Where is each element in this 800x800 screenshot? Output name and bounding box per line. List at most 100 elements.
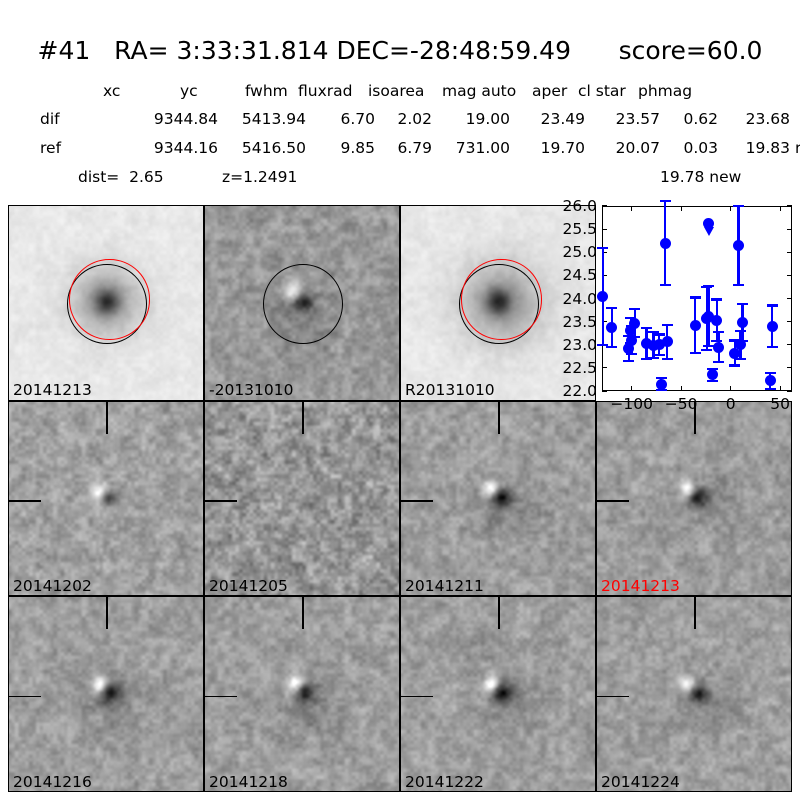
data-point[interactable]: [737, 317, 749, 329]
data-point[interactable]: [764, 375, 776, 387]
cutout-panel: 20141222: [400, 596, 596, 792]
page-title: #41 RA= 3:33:31.814 DEC=-28:48:59.49 sco…: [37, 36, 763, 65]
data-point[interactable]: [629, 317, 641, 329]
data-point[interactable]: [661, 336, 673, 348]
crosshair-tick-horizontal: [597, 499, 630, 502]
data-point[interactable]: [641, 337, 653, 349]
cutout-date-label: 20141224: [601, 772, 680, 791]
table-cell: 19.00: [465, 110, 510, 128]
data-point[interactable]: [626, 334, 638, 346]
aperture-circle-red: [461, 259, 542, 340]
y-axis-tick-label: 22.5: [562, 358, 597, 377]
cutout-date-label: 20141213: [601, 576, 680, 595]
cutout-panel: 20141216: [8, 596, 204, 792]
data-point[interactable]: [655, 378, 667, 390]
errorbar-cap: [629, 308, 641, 311]
table-column-header: phmag: [638, 82, 693, 100]
errorbar-cap: [766, 345, 778, 349]
cutout-date-label: R20131010: [405, 381, 495, 400]
errorbar-cap: [597, 246, 609, 249]
errorbar-cap: [729, 339, 741, 342]
crosshair-tick-vertical: [302, 401, 304, 434]
crosshair-tick-horizontal: [205, 499, 238, 502]
errorbar-cap: [711, 298, 723, 301]
table-cell: 19.83: [745, 139, 790, 157]
errorbar-cap: [733, 204, 745, 208]
errorbar-cap: [703, 345, 715, 348]
y-axis-tick: [602, 321, 607, 323]
cutout-date-label: 20141202: [13, 576, 92, 595]
data-point[interactable]: [647, 339, 659, 351]
light-curve-plot: 22.0 22.5 23.0 23.5 24.0 24.5 25.0 25.5 26.0 −100…: [562, 197, 792, 413]
table-column-header: cl star: [578, 82, 626, 100]
cutout-image: [597, 401, 791, 596]
table-cell: 6.79: [397, 139, 432, 157]
data-point[interactable]: [713, 341, 725, 353]
table-cell: 731.00: [455, 139, 510, 157]
table-header-row: xc yc fwhm fluxrad isoarea mag auto aper cl sta…: [0, 82, 800, 104]
y-axis-tick-label: 23.5: [562, 312, 597, 331]
y-axis-tick-label: 23.0: [562, 335, 597, 354]
cutout-image: [9, 597, 203, 791]
data-point[interactable]: [703, 310, 715, 322]
x-axis-tick: [680, 386, 682, 391]
data-point[interactable]: [653, 339, 665, 351]
aperture-circle-black: [262, 263, 344, 344]
data-point[interactable]: [659, 237, 671, 249]
x-axis-tick: [779, 386, 781, 391]
aperture-circle-red: [69, 259, 150, 340]
table-row-label: ref: [40, 139, 62, 157]
table-cell: 20.07: [615, 139, 660, 157]
table-cell: 5413.94: [241, 110, 306, 128]
errorbar-cap: [641, 357, 653, 360]
table-cell: 19.70: [540, 139, 585, 157]
table-row: ref 9344.16 5416.50 9.85 6.79 731.00 19.70 20.0…: [0, 139, 800, 161]
y-axis-tick: [602, 367, 607, 369]
y-axis-tick-right: [787, 228, 792, 230]
table-column-header: fwhm: [245, 82, 288, 100]
table-cell: 0.62: [683, 110, 718, 128]
data-point[interactable]: [623, 342, 635, 354]
data-point[interactable]: [707, 369, 719, 381]
crosshair-tick-vertical: [694, 401, 696, 434]
errorbar-cap: [713, 331, 725, 334]
x-axis-tick-label: −50: [664, 395, 698, 413]
data-point[interactable]: [606, 321, 618, 333]
data-point[interactable]: [735, 339, 747, 351]
table-cell: 9344.84: [153, 110, 218, 128]
data-point[interactable]: [729, 347, 741, 359]
table-cell: 23.68: [745, 110, 790, 128]
data-point[interactable]: [597, 290, 609, 302]
cutout-panel: -20131010: [204, 205, 400, 401]
errorbar-cap: [606, 306, 618, 309]
new-phmag-value: 19.78 new: [660, 168, 742, 186]
table-column-header: fluxrad: [298, 82, 353, 100]
upper-limit-arrow: [703, 226, 714, 236]
cutout-panel: 20141218: [204, 596, 400, 792]
crosshair-tick-vertical: [498, 597, 500, 630]
crosshair-tick-horizontal: [401, 499, 434, 502]
table-cell: 0.03: [683, 139, 718, 157]
data-point[interactable]: [703, 218, 715, 230]
errorbar-cap: [647, 357, 659, 360]
data-point[interactable]: [766, 320, 778, 332]
data-point[interactable]: [733, 239, 745, 251]
x-axis-tick: [631, 386, 633, 391]
data-point[interactable]: [711, 314, 723, 326]
x-axis-tick-label: 50: [770, 395, 790, 413]
table-cell: 23.49: [540, 110, 585, 128]
cutout-image: [205, 401, 399, 596]
y-axis-tick: [602, 205, 607, 207]
errorbar-cap: [597, 343, 609, 346]
y-axis-tick: [602, 251, 607, 253]
data-point[interactable]: [689, 319, 701, 331]
table-column-header: mag auto: [442, 82, 517, 100]
y-axis-tick: [602, 228, 607, 230]
redshift-value: z=1.2491: [222, 168, 298, 186]
distance-value: dist= 2.65: [78, 168, 164, 186]
data-point[interactable]: [625, 325, 637, 337]
x-axis-tick-top: [680, 206, 682, 211]
errorbar-cap: [623, 359, 635, 363]
y-axis-tick: [602, 274, 607, 276]
errorbar-cap: [703, 284, 715, 288]
